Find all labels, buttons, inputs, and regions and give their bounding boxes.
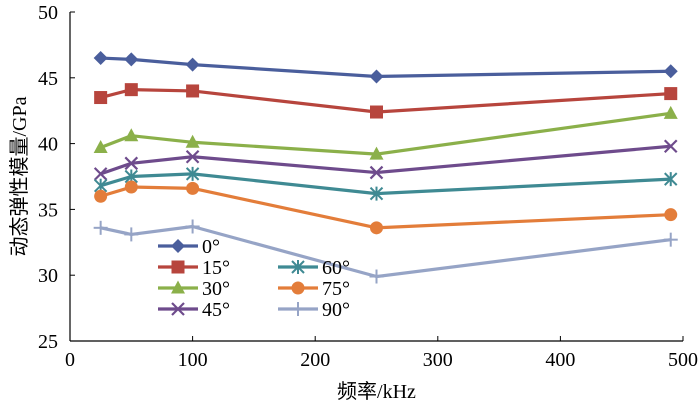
x-tick-label: 100 xyxy=(178,349,208,371)
series-60deg-point xyxy=(185,166,200,181)
series-0deg-line xyxy=(100,56,671,79)
series-45deg-point xyxy=(185,149,200,164)
legend-label: 45° xyxy=(202,299,230,321)
series-30deg xyxy=(93,105,678,160)
series-45deg-point xyxy=(369,165,384,180)
x-tick-label: 200 xyxy=(300,349,330,371)
series-15deg-point xyxy=(124,83,138,97)
legend-label: 0° xyxy=(202,236,220,258)
x-tick-label: 300 xyxy=(423,349,453,371)
series-30deg-point xyxy=(185,134,200,148)
series-90deg-point xyxy=(185,219,200,234)
legend-item: 45° xyxy=(158,299,230,321)
legend-swatch-marker xyxy=(291,302,305,316)
series-15deg-point xyxy=(664,87,678,101)
y-axis-title: 动态弹性模量/GPa xyxy=(8,96,31,256)
x-tick-label: 400 xyxy=(545,349,575,371)
series-30deg-point xyxy=(663,105,678,119)
legend-label: 60° xyxy=(322,257,350,279)
legend-swatch-marker xyxy=(291,281,305,295)
series-90deg-point xyxy=(663,232,678,247)
series-45deg-point xyxy=(663,139,678,154)
series-15deg xyxy=(94,83,678,119)
y-tick-label: 35 xyxy=(38,199,58,221)
legend-label: 90° xyxy=(322,299,350,321)
series-30deg-point xyxy=(369,146,384,160)
series-15deg-point xyxy=(186,84,200,98)
legend-item: 90° xyxy=(278,299,350,321)
legend-item: 30° xyxy=(158,278,230,300)
series-90deg-line xyxy=(100,224,671,279)
series-30deg-point xyxy=(124,128,139,142)
series-75deg-point xyxy=(370,221,383,235)
legend-swatch-marker xyxy=(171,260,185,274)
series-75deg-point xyxy=(94,189,108,203)
legend-item: 60° xyxy=(278,257,350,279)
series-90deg xyxy=(93,219,678,284)
series-60deg xyxy=(93,166,678,201)
series-15deg-point xyxy=(94,91,108,105)
legend-item: 75° xyxy=(278,278,350,300)
series-45deg-line xyxy=(100,144,671,176)
series-45deg xyxy=(93,139,678,181)
series-75deg xyxy=(94,180,678,235)
legend-label: 75° xyxy=(322,278,350,300)
legend-swatch-marker xyxy=(171,239,185,253)
series-75deg-point xyxy=(664,208,678,222)
series-90deg-point xyxy=(369,269,384,284)
y-tick-label: 45 xyxy=(38,68,58,90)
legend-swatch-marker xyxy=(171,302,185,316)
series-0deg-point xyxy=(124,52,139,67)
series-60deg-point xyxy=(369,186,384,201)
series-0deg-point xyxy=(369,69,384,84)
series-75deg-point xyxy=(186,181,200,195)
series-0deg xyxy=(93,51,678,84)
legend-label: 30° xyxy=(202,278,230,300)
legend-item: 15° xyxy=(158,257,230,279)
y-tick-label: 50 xyxy=(38,2,58,24)
series-30deg-point xyxy=(93,140,108,154)
series-45deg-point xyxy=(93,167,108,181)
legend-label: 15° xyxy=(202,257,230,279)
series-60deg-point xyxy=(664,172,678,187)
y-tick-label: 30 xyxy=(38,265,58,287)
y-tick-label: 40 xyxy=(38,134,58,156)
series-0deg-point xyxy=(663,64,678,79)
legend: 0°15°30°45° 60°75°90° xyxy=(158,236,350,321)
series-90deg-point xyxy=(124,227,139,242)
legend-item: 0° xyxy=(158,236,220,258)
series-75deg-point xyxy=(124,180,138,194)
series-30deg-line xyxy=(100,111,671,156)
series-90deg-point xyxy=(93,220,108,235)
series-0deg-point xyxy=(185,57,200,72)
series-0deg-point xyxy=(93,51,108,66)
series-45deg-point xyxy=(124,156,139,171)
x-axis-title: 频率/kHz xyxy=(337,380,416,403)
x-tick-label: 0 xyxy=(65,349,75,371)
y-tick-label: 25 xyxy=(38,331,58,353)
x-tick-label: 500 xyxy=(668,349,698,371)
series-15deg-point xyxy=(370,105,383,119)
legend-swatch-marker xyxy=(171,280,185,294)
series-60deg-line xyxy=(100,172,671,196)
legend-swatch-marker xyxy=(291,260,305,274)
